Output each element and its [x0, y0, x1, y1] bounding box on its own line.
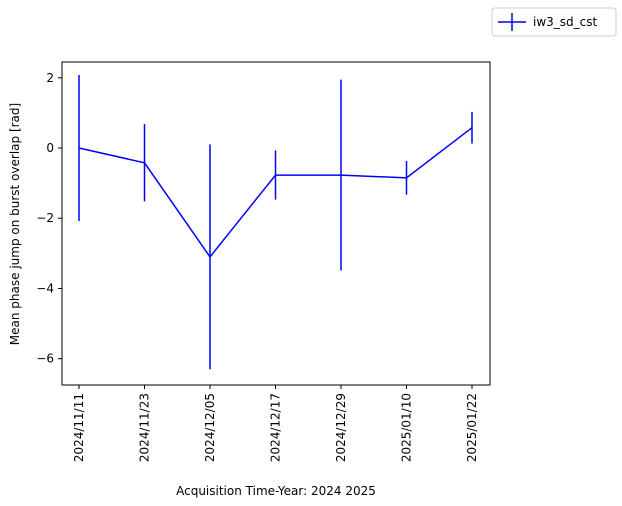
x-tick-label: 2024/11/11: [72, 393, 86, 462]
legend-box: [491, 7, 617, 37]
y-tick-label: 0: [46, 141, 54, 155]
y-tick-label: −2: [36, 211, 54, 225]
x-tick-label: 2024/12/17: [269, 393, 283, 462]
x-tick-label: 2024/12/05: [203, 393, 217, 462]
y-tick-label: −4: [36, 281, 54, 295]
y-axis: 2 0 −2 −4 −6: [36, 71, 62, 366]
series-layer: [78, 75, 473, 370]
y-axis-label: Mean phase jump on burst overlap [rad]: [8, 103, 22, 345]
x-axis: 2024/11/11 2024/11/23 2024/12/05 2024/12/17…: [72, 385, 479, 462]
legend: iw3_sd_cst: [491, 7, 617, 37]
y-tick-label: −6: [36, 352, 54, 366]
x-axis-label: Acquisition Time-Year: 2024 2025: [176, 484, 376, 498]
x-tick-label: 2024/11/23: [138, 393, 152, 462]
x-tick-label: 2025/01/10: [400, 393, 414, 462]
plot-area: [62, 62, 490, 385]
legend-label: iw3_sd_cst: [533, 15, 598, 29]
y-tick-label: 2: [46, 71, 54, 85]
x-tick-label: 2024/12/29: [334, 393, 348, 462]
x-tick-label: 2025/01/22: [465, 393, 479, 462]
